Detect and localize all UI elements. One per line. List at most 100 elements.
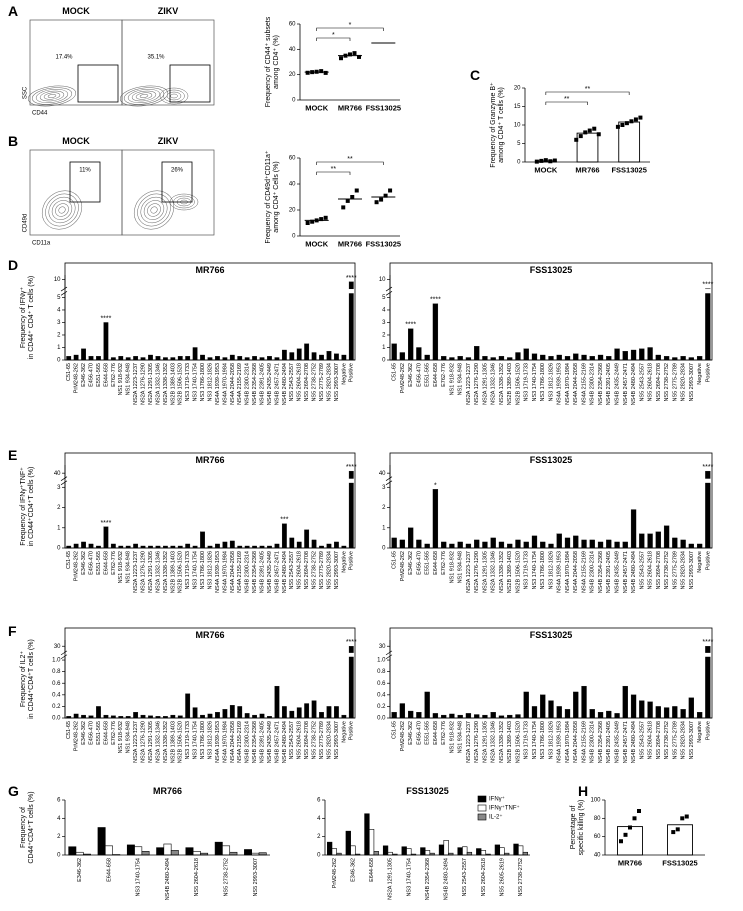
x-tick-label: NS4B 2457-2471 [274,551,280,593]
data-point [680,816,685,821]
data-point [339,56,343,61]
chart-frame [389,452,713,549]
flow-plot [29,19,123,106]
x-tick-label: NS5 2775-2789 [672,721,678,760]
x-tick-label: NS3 1719-1733 [185,363,191,402]
gate [69,161,101,203]
y-tick-label: 1 [382,345,386,351]
bar [622,351,628,361]
data-point [352,51,357,56]
y-tick-label: 60 [289,156,296,162]
contour [55,203,69,217]
bar [259,713,265,719]
x-tick-label: MR766 [618,859,642,868]
x-tick-label: NS5 2604-2618 [648,551,654,590]
bar [110,543,116,549]
bar [663,356,670,361]
x-tick-label: NS5 2993-3007 [689,363,695,402]
axis-break [61,478,355,483]
data-point [374,200,379,205]
x-tick-label: NS3 1740-1754 [193,551,199,590]
x-tick-label: NS4A 2044-2058 [573,363,579,405]
x-tick-label: E346-362 [77,858,83,882]
x-tick-label: NS2A 1291-1305 [482,721,488,763]
y-tick-label: 2 [382,333,386,339]
significance: ** [585,86,591,93]
x-tick-label: NS5 2738-2752 [224,858,230,897]
bracket [316,37,351,41]
bar [244,849,252,856]
x-tick-label: NS3 1740-1754 [193,363,199,402]
x-tick-label: NS1 918-932 [449,551,455,583]
bar [540,354,546,361]
data-point [592,126,597,131]
x-tick-label: E456-470 [416,551,422,575]
bar [274,543,280,549]
bar [252,714,257,719]
bar [424,354,430,361]
bar [523,348,529,361]
x-tick-label: NS4A 1970-1984 [222,363,228,405]
axis-break [61,289,355,294]
x-tick-label: C51-65 [66,551,72,569]
x-tick-label: NS4B 2480-2494 [282,363,288,405]
chart-frame [64,627,356,719]
bar [75,851,84,856]
chart-title: MR766 [195,455,224,465]
x-tick-label: E644-658 [103,363,109,387]
bar [614,713,620,719]
bar [406,848,412,856]
x-tick-label: NS2A 1338-1352 [163,721,169,763]
x-tick-label: Positive [349,721,355,740]
axis-break [386,289,712,294]
bar [573,353,579,361]
x-tick-label: NS4B 2480-2494 [282,551,288,593]
x-tick-label: NS4A 2155-2169 [237,721,243,763]
x-tick-label: NS3 1740-1754 [532,721,538,760]
bar [185,693,191,719]
x-tick-label: NS4B 2354-2368 [598,363,604,405]
x-tick-label: Positive [349,363,355,382]
data-point [323,215,328,220]
x-tick-label: NS2B 1506-1520 [515,363,521,405]
y-tick-label: 0.2 [52,704,61,710]
bar [647,347,653,361]
bar [474,539,480,549]
x-tick-label: C51-65 [392,721,398,739]
bar [244,713,250,719]
x-tick-label: NS4B 2457-2471 [623,551,629,593]
x-tick-label: NS5 2993-3007 [334,551,340,590]
bar [498,541,505,549]
break-mark [385,654,393,660]
x-tick-label: E346-362 [350,858,356,882]
bar [334,353,339,361]
y-tick-label: 4 [57,308,61,314]
gate-label: 26% [171,168,184,174]
bar [474,346,480,361]
contour [119,85,169,107]
x-tick-label: Negative [697,363,703,385]
bar [81,348,86,361]
bar [281,523,287,549]
y-axis-label: CD44⁺CD4⁺T cells (%) [28,791,35,863]
bar [441,541,447,549]
bar [399,539,406,549]
contour [127,89,161,103]
data-point [583,130,588,135]
x-tick-label: NS3 1786-1800 [200,363,206,402]
x-tick-label: E346-362 [81,363,87,387]
bar [304,703,310,719]
bar [126,844,135,856]
x-tick-label: NS4B 2480-2494 [444,858,450,900]
bar [647,701,653,719]
bar [214,841,223,856]
x-tick-label: NS4B 2480-2494 [631,363,637,405]
contour [170,93,178,99]
bar [103,714,109,719]
bar [215,712,220,719]
flow-xlabel: CD44 [32,111,48,117]
contour [137,193,171,227]
bar [192,707,198,719]
bar [672,706,678,719]
x-tick-label: E762-776 [111,363,117,387]
